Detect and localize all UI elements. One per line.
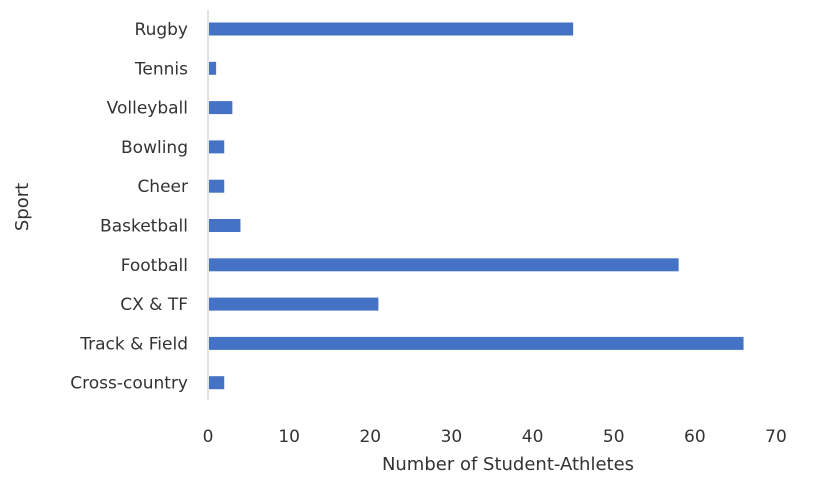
- category-label: Football: [121, 256, 188, 276]
- bars-layer: [209, 22, 744, 390]
- bar: [209, 61, 217, 75]
- bar: [209, 140, 225, 154]
- bar: [209, 22, 574, 36]
- x-tick-label: 60: [684, 427, 706, 447]
- category-label: Cross-country: [70, 374, 188, 394]
- category-label: Volleyball: [107, 99, 188, 119]
- bar: [209, 179, 225, 193]
- x-axis-title: Number of Student-Athletes: [382, 454, 634, 475]
- bar: [209, 101, 233, 115]
- category-label: Rugby: [135, 20, 188, 40]
- x-tick-label: 70: [765, 427, 787, 447]
- category-label: Basketball: [100, 217, 188, 237]
- bar: [209, 297, 379, 311]
- x-tick-label: 10: [278, 427, 300, 447]
- bar: [209, 258, 679, 272]
- x-tick-label: 20: [359, 427, 381, 447]
- category-label: Track & Field: [79, 334, 188, 354]
- bar: [209, 336, 744, 350]
- x-tick-label: 50: [603, 427, 625, 447]
- y-axis-title: Sport: [12, 183, 33, 231]
- category-label: CX & TF: [120, 295, 188, 315]
- category-label: Tennis: [134, 59, 188, 79]
- x-tick-label: 30: [441, 427, 463, 447]
- x-tick-label: 0: [203, 427, 214, 447]
- bar: [209, 376, 225, 390]
- category-label: Cheer: [137, 177, 188, 197]
- x-tick-labels: 0 10 20 30 40 50 60 70: [203, 427, 787, 447]
- bar: [209, 219, 241, 232]
- category-labels: Rugby Tennis Volleyball Bowling Cheer Basketb…: [70, 20, 188, 394]
- category-label: Bowling: [121, 138, 188, 158]
- x-tick-label: 40: [522, 427, 544, 447]
